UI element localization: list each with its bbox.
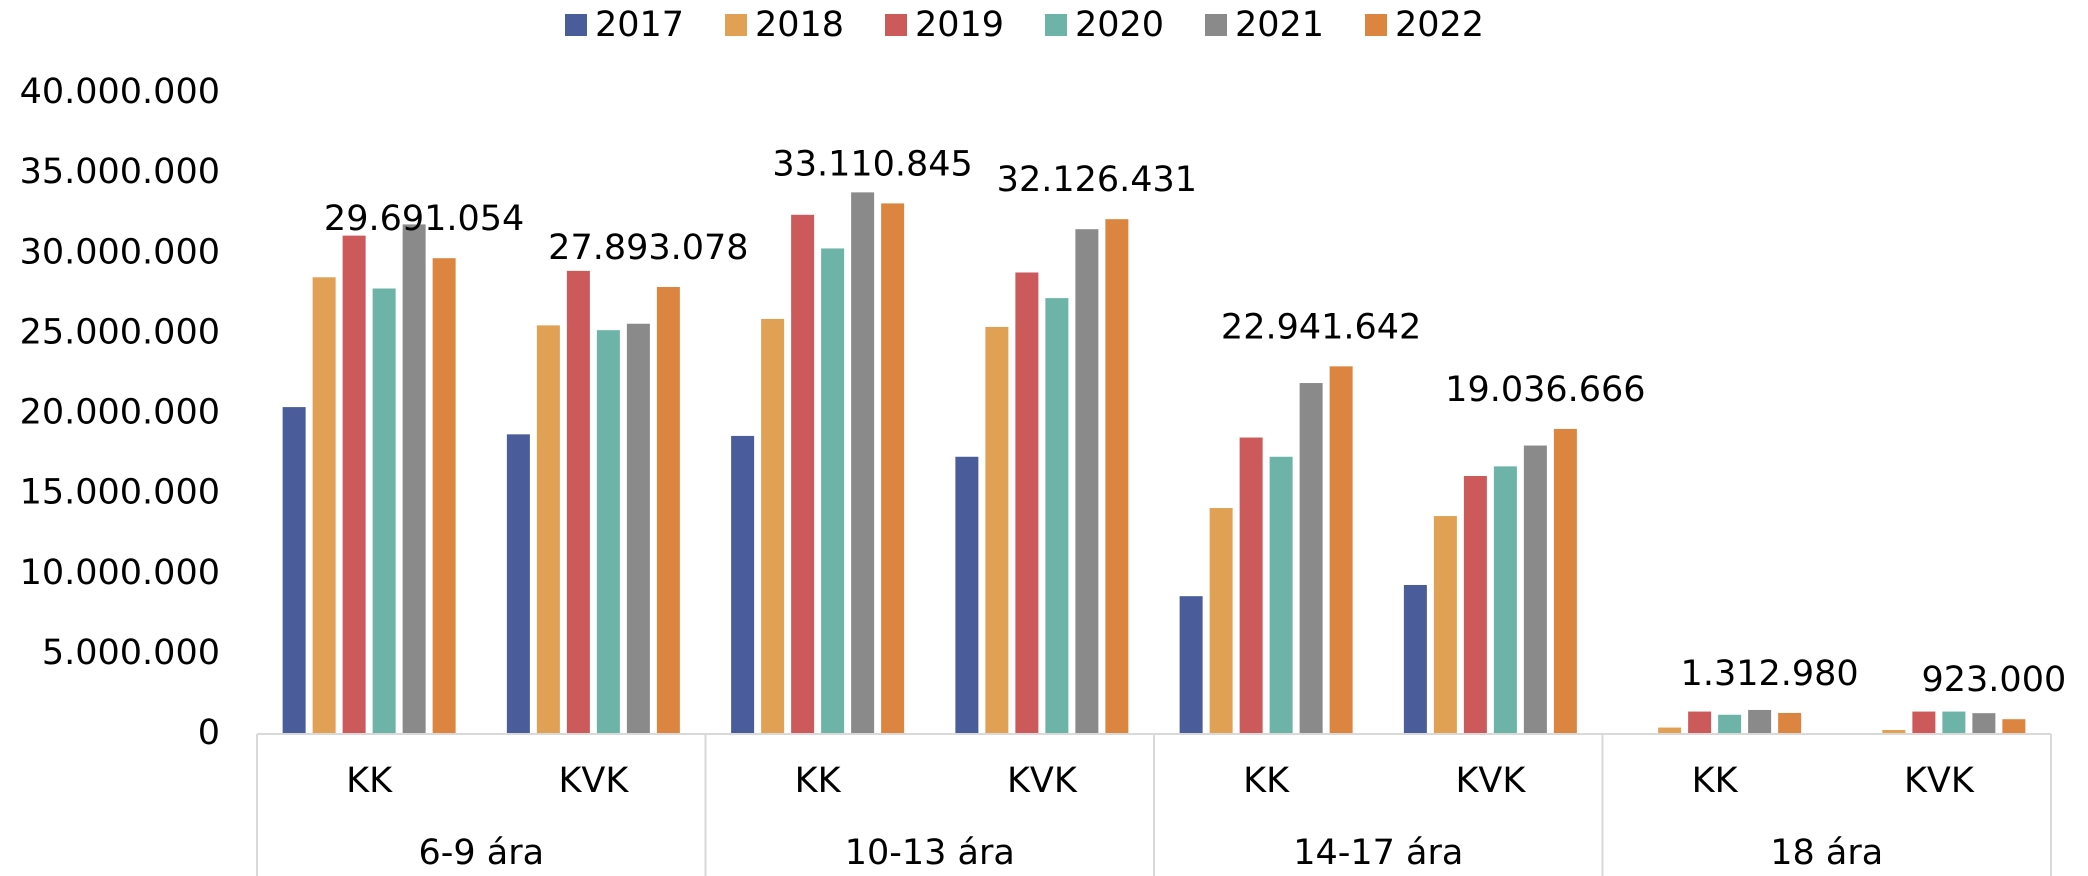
bar bbox=[1688, 711, 1712, 734]
bar bbox=[1433, 516, 1457, 734]
legend-label: 2022 bbox=[1395, 5, 1484, 45]
y-tick-label: 25.000.000 bbox=[20, 312, 220, 352]
y-tick-label: 30.000.000 bbox=[20, 232, 220, 272]
bar bbox=[342, 235, 366, 734]
y-tick-label: 35.000.000 bbox=[20, 152, 220, 192]
bar bbox=[506, 434, 530, 734]
bar bbox=[432, 258, 456, 734]
bar bbox=[821, 248, 845, 734]
bar bbox=[1523, 445, 1547, 734]
x-tick-label: KVK bbox=[1904, 761, 1975, 801]
bar bbox=[1882, 729, 1906, 734]
y-tick-label: 0 bbox=[198, 713, 220, 753]
bar bbox=[985, 326, 1009, 734]
data-label: 923.000 bbox=[1922, 660, 2067, 700]
bar bbox=[402, 224, 426, 734]
bar bbox=[1179, 596, 1203, 734]
bar bbox=[1658, 727, 1682, 734]
bar bbox=[1269, 456, 1293, 734]
bar bbox=[1075, 229, 1099, 734]
x-tick-label: KVK bbox=[558, 761, 629, 801]
group-label: 14-17 ára bbox=[1293, 833, 1463, 873]
bar bbox=[791, 214, 815, 735]
bar bbox=[1299, 383, 1323, 734]
x-tick-label: KK bbox=[346, 761, 393, 801]
bar bbox=[1778, 712, 1802, 734]
x-tick-label: KVK bbox=[1455, 761, 1526, 801]
bar bbox=[656, 287, 680, 734]
bar bbox=[1493, 466, 1517, 734]
legend-label: 2021 bbox=[1235, 5, 1324, 45]
bar bbox=[1553, 428, 1577, 734]
legend-swatch bbox=[725, 14, 747, 36]
legend-swatch bbox=[1365, 14, 1387, 36]
legend-label: 2019 bbox=[915, 5, 1004, 45]
data-label: 19.036.666 bbox=[1445, 370, 1645, 410]
bar bbox=[596, 330, 620, 734]
bar bbox=[1942, 711, 1966, 734]
bar bbox=[851, 192, 875, 735]
bar bbox=[282, 407, 306, 734]
legend-label: 2020 bbox=[1075, 5, 1164, 45]
bar bbox=[626, 323, 650, 734]
bar bbox=[1209, 508, 1233, 734]
data-label: 29.691.054 bbox=[324, 199, 524, 239]
bar bbox=[1045, 298, 1069, 734]
y-tick-label: 5.000.000 bbox=[42, 633, 220, 673]
group-label: 10-13 ára bbox=[845, 833, 1015, 873]
legend-swatch bbox=[565, 14, 587, 36]
group-label: 6-9 ára bbox=[418, 833, 544, 873]
bar bbox=[1912, 711, 1936, 734]
bar bbox=[312, 277, 336, 734]
x-tick-label: KK bbox=[1692, 761, 1739, 801]
legend-label: 2017 bbox=[595, 5, 684, 45]
x-tick-label: KK bbox=[1243, 761, 1290, 801]
bar bbox=[536, 325, 560, 734]
legend-label: 2018 bbox=[755, 5, 844, 45]
bar bbox=[372, 288, 396, 734]
bar bbox=[1748, 709, 1772, 734]
bar bbox=[1972, 713, 1996, 734]
bar bbox=[1329, 366, 1353, 734]
bar bbox=[566, 270, 590, 734]
data-label: 27.893.078 bbox=[548, 228, 748, 268]
bar bbox=[761, 318, 785, 734]
data-label: 33.110.845 bbox=[772, 144, 972, 184]
bar bbox=[731, 435, 755, 734]
x-tick-label: KK bbox=[795, 761, 842, 801]
data-label: 22.941.642 bbox=[1221, 307, 1421, 347]
bar bbox=[1463, 475, 1487, 734]
y-tick-label: 40.000.000 bbox=[20, 72, 220, 112]
data-label: 1.312.980 bbox=[1681, 654, 1859, 694]
bar bbox=[881, 203, 905, 735]
legend-swatch bbox=[1205, 14, 1227, 36]
bar bbox=[1403, 584, 1427, 734]
x-tick-label: KVK bbox=[1007, 761, 1078, 801]
y-tick-label: 10.000.000 bbox=[20, 553, 220, 593]
bar bbox=[1105, 219, 1129, 734]
y-tick-label: 15.000.000 bbox=[20, 473, 220, 513]
bar bbox=[955, 456, 979, 734]
bar bbox=[1239, 437, 1263, 734]
legend-swatch bbox=[1045, 14, 1067, 36]
group-label: 18 ára bbox=[1770, 833, 1883, 873]
data-label: 32.126.431 bbox=[997, 160, 1197, 200]
bar bbox=[1015, 272, 1039, 734]
y-tick-label: 20.000.000 bbox=[20, 393, 220, 433]
bar bbox=[1718, 714, 1742, 734]
bar bbox=[2002, 719, 2026, 734]
legend-swatch bbox=[885, 14, 907, 36]
